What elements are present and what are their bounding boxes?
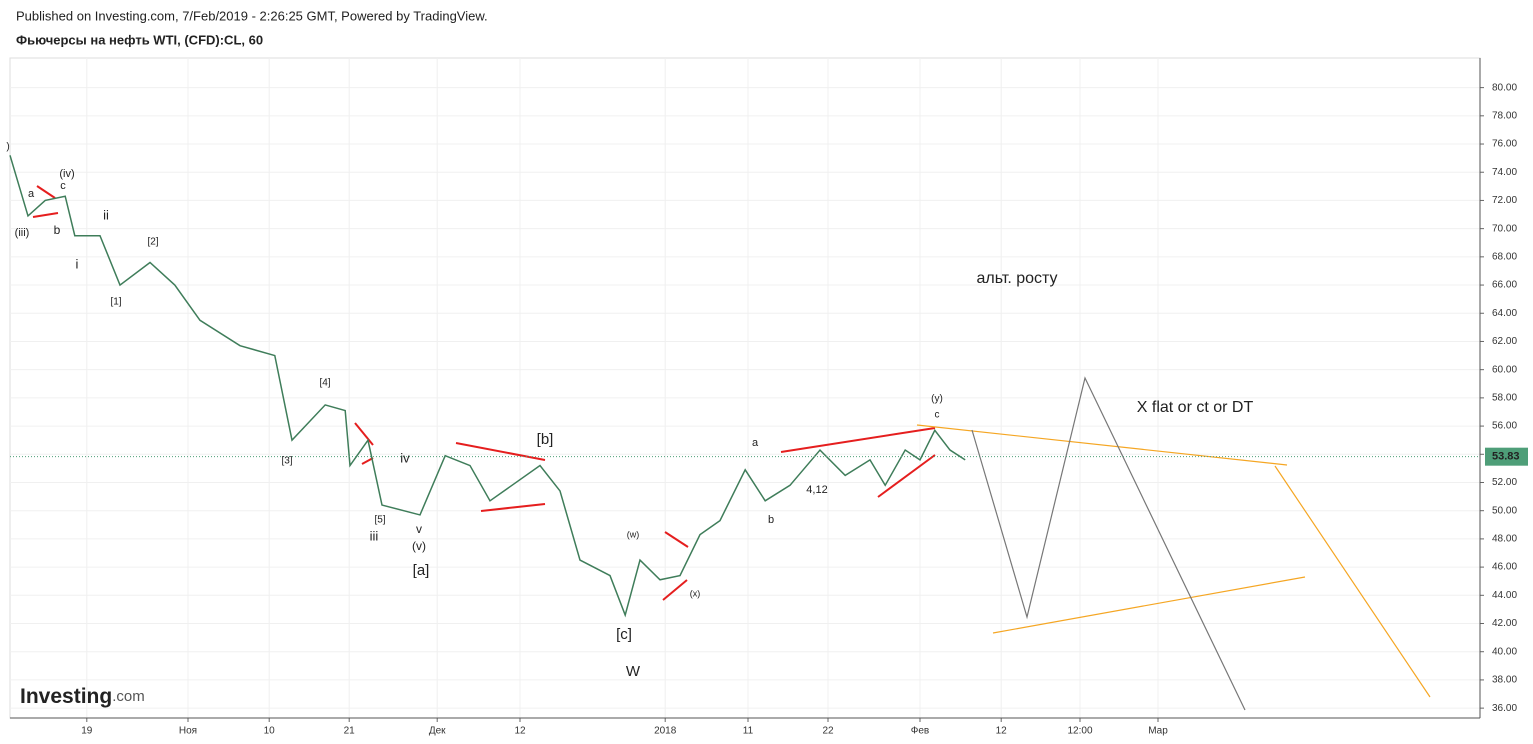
trend-line xyxy=(780,427,936,453)
logo: Investing.com xyxy=(20,685,145,708)
last-price-label: 53.83 xyxy=(1492,451,1520,463)
wave-label: [5] xyxy=(374,515,385,526)
y-tick-label: 52.00 xyxy=(1492,477,1517,488)
logo-suffix: .com xyxy=(112,688,145,705)
x-tick-label: Мар xyxy=(1148,726,1168,737)
x-tick-label: Фев xyxy=(911,726,929,737)
chart-title: Фьючерсы на нефть WTI, (CFD):CL, 60 xyxy=(16,32,263,47)
wave-label: (v) xyxy=(412,539,426,553)
logo-main: Investing xyxy=(20,685,112,708)
y-tick-label: 58.00 xyxy=(1492,393,1517,404)
plot-frame xyxy=(9,57,1481,719)
wave-label: a xyxy=(28,188,35,200)
y-tick-label: 48.00 xyxy=(1492,534,1517,545)
trend-line xyxy=(662,579,688,601)
x-tick-label: 12 xyxy=(996,726,1008,737)
wave-label: [2] xyxy=(147,237,158,248)
x-tick-label: 2018 xyxy=(654,726,677,737)
y-tick-label: 38.00 xyxy=(1492,675,1517,686)
wave-label: [b] xyxy=(537,431,554,448)
wave-label: [a] xyxy=(413,562,430,579)
y-tick-label: 74.00 xyxy=(1492,167,1517,178)
y-tick-label: 68.00 xyxy=(1492,251,1517,262)
wave-label: [3] xyxy=(281,456,292,467)
wave-label: b xyxy=(768,514,774,526)
projection-line xyxy=(992,576,1306,634)
y-tick-label: 44.00 xyxy=(1492,590,1517,601)
y-tick-label: 46.00 xyxy=(1492,562,1517,573)
last-price-box xyxy=(1485,447,1528,466)
x-tick-label: 10 xyxy=(264,726,276,737)
wave-label: 4,12 xyxy=(806,484,827,496)
wave-label: ii xyxy=(103,207,109,222)
wave-label: v xyxy=(416,522,422,536)
wave-label: (y) xyxy=(931,394,943,405)
y-tick-label: 64.00 xyxy=(1492,308,1517,319)
wave-label: (iv) xyxy=(59,168,74,180)
trend-line xyxy=(354,422,374,446)
wave-label: (x) xyxy=(690,588,701,598)
wave-label: X flat or ct or DT xyxy=(1137,399,1254,416)
trend-line xyxy=(877,454,936,498)
price-line xyxy=(9,155,966,618)
y-tick-label: 36.00 xyxy=(1492,703,1517,714)
wave-label: c xyxy=(60,180,66,192)
wave-label: (w) xyxy=(627,529,640,539)
y-tick-label: 78.00 xyxy=(1492,110,1517,121)
y-tick-label: 70.00 xyxy=(1492,223,1517,234)
x-tick-label: 22 xyxy=(822,726,834,737)
trend-line xyxy=(361,457,374,465)
trend-line xyxy=(455,442,546,461)
wave-label: W xyxy=(626,663,641,680)
scenario-path xyxy=(971,376,1246,711)
wave-label: ) xyxy=(6,142,9,153)
wave-label: [1] xyxy=(110,297,121,308)
y-tick-label: 62.00 xyxy=(1492,336,1517,347)
y-tick-label: 72.00 xyxy=(1492,195,1517,206)
wave-label: iii xyxy=(370,528,379,543)
trend-line xyxy=(36,185,56,199)
wave-label: a xyxy=(752,437,759,449)
y-tick-label: 56.00 xyxy=(1492,421,1517,432)
projection-line xyxy=(1274,465,1431,698)
y-tick-label: 40.00 xyxy=(1492,646,1517,657)
wave-label: [4] xyxy=(319,378,330,389)
x-tick-label: Дек xyxy=(429,726,446,737)
y-tick-label: 60.00 xyxy=(1492,364,1517,375)
x-tick-label: Ноя xyxy=(179,726,197,737)
y-tick-label: 66.00 xyxy=(1492,280,1517,291)
y-tick-label: 42.00 xyxy=(1492,618,1517,629)
trend-line xyxy=(480,503,546,512)
wave-label: c xyxy=(935,410,940,421)
x-tick-label: 12:00 xyxy=(1067,726,1092,737)
trend-line xyxy=(32,212,59,218)
trend-line xyxy=(664,531,689,548)
x-tick-label: 12 xyxy=(514,726,526,737)
x-tick-label: 21 xyxy=(344,726,356,737)
wave-label: i xyxy=(76,256,79,271)
wave-label: iv xyxy=(400,450,410,465)
x-tick-label: 11 xyxy=(743,726,754,737)
published-note: Published on Investing.com, 7/Feb/2019 -… xyxy=(16,8,488,23)
x-tick-label: 19 xyxy=(81,726,93,737)
projection-line xyxy=(916,424,1288,466)
y-tick-label: 50.00 xyxy=(1492,505,1517,516)
wave-label: (iii) xyxy=(15,227,30,239)
wave-label: [c] xyxy=(616,626,632,643)
wave-label: альт. росту xyxy=(976,270,1057,287)
y-tick-label: 76.00 xyxy=(1492,139,1517,150)
wave-label: b xyxy=(54,223,61,237)
y-tick-label: 80.00 xyxy=(1492,82,1517,93)
